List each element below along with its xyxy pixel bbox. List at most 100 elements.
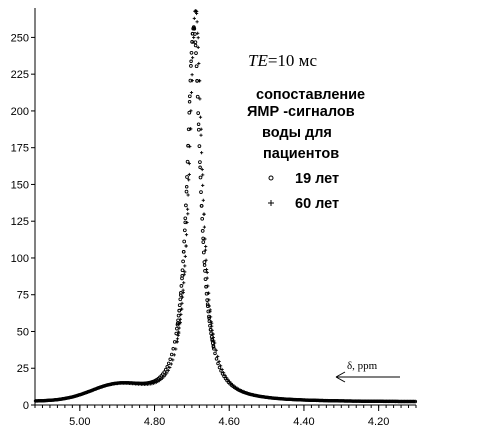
point-60 [201,173,205,177]
point-60 [200,167,204,172]
plot-area: 0 25 50 75 100 125 150 175 200 225 250 5.00 4.80 4.6… [11,8,418,428]
point-19 [216,361,220,366]
point-60 [216,354,220,358]
point-19 [204,291,209,296]
te-label-variable: TE [248,51,268,70]
point-19 [180,268,185,273]
x-tick-label: 5.00 [69,416,90,428]
point-60 [165,371,169,375]
point-60 [413,400,417,404]
x-tick-label: 4.80 [144,416,165,428]
point-19 [168,357,172,362]
point-60 [205,267,209,272]
point-19 [175,326,179,331]
delta-ppm-label: δ, ppm [347,360,378,372]
y-tick-label: 225 [11,69,29,81]
point-60 [187,178,191,182]
point-60 [179,307,183,311]
point-19 [214,357,219,361]
point-19 [199,190,203,194]
point-19 [174,331,178,336]
annotation-line-3: воды для [262,125,332,141]
point-60 [222,371,226,375]
point-60 [198,115,203,119]
point-19 [178,293,183,297]
y-tick-label: 250 [11,32,29,44]
point-19 [208,323,212,328]
point-60 [205,276,209,280]
point-19 [178,297,183,302]
point-19 [201,240,206,244]
point-19 [181,249,186,254]
annotation-line-4: пациентов [263,146,339,162]
point-60 [194,9,198,13]
y-tick-label: 200 [11,106,29,118]
point-19 [187,100,192,104]
y-tick-label: 50 [17,326,29,338]
x-tick-label: 4.60 [219,416,240,428]
point-19 [185,159,190,164]
point-19 [181,259,185,264]
point-60 [208,310,212,314]
point-19 [171,347,175,351]
point-60 [189,91,194,95]
point-19 [193,43,198,48]
legend-label-19: 19 лет [295,171,339,187]
point-60 [195,20,199,24]
y-tick-label: 0 [23,400,29,412]
point-60 [226,378,230,382]
point-60 [182,273,186,277]
point-60 [183,254,187,258]
legend-marker-60 [268,200,274,206]
point-60 [210,328,214,332]
series-19-years [33,25,418,404]
point-19 [202,263,207,267]
point-60 [212,339,216,343]
point-60 [201,183,205,187]
te-label: TE=10 мс [248,51,317,70]
point-60 [196,45,200,49]
point-19 [184,203,188,208]
y-axis-ticks: 0 25 50 75 100 125 150 175 200 225 250 [11,32,35,412]
point-19 [205,302,210,306]
point-60 [187,172,191,177]
point-19 [177,308,182,313]
point-60 [191,56,195,60]
point-60 [184,233,189,237]
point-60 [209,320,213,324]
point-60 [198,97,202,101]
y-tick-label: 150 [11,179,29,191]
point-60 [187,162,191,166]
x-tick-label: 4.40 [293,416,314,428]
point-60 [219,364,223,368]
point-19 [182,228,187,233]
point-60 [168,365,172,370]
point-60 [207,304,211,308]
point-60 [206,284,210,288]
point-60 [182,281,186,285]
point-60 [196,31,200,35]
point-60 [211,332,215,336]
point-60 [169,362,173,366]
point-60 [213,341,217,345]
y-tick-label: 25 [17,363,29,375]
point-60 [206,291,210,295]
x-tick-label: 4.20 [368,416,389,428]
point-19 [187,94,192,99]
arrow-head [335,371,346,383]
point-19 [175,322,180,327]
point-60 [202,212,206,216]
point-19 [213,351,217,356]
point-19 [200,216,205,221]
point-19 [166,361,171,366]
point-19 [193,32,197,36]
point-60 [190,79,194,83]
point-60 [175,337,180,341]
point-19 [189,64,193,68]
y-tick-label: 75 [17,290,29,302]
point-60 [166,368,170,372]
point-60 [214,348,218,352]
point-60 [210,324,214,328]
point-19 [187,110,192,115]
te-label-value: =10 мс [268,51,318,70]
